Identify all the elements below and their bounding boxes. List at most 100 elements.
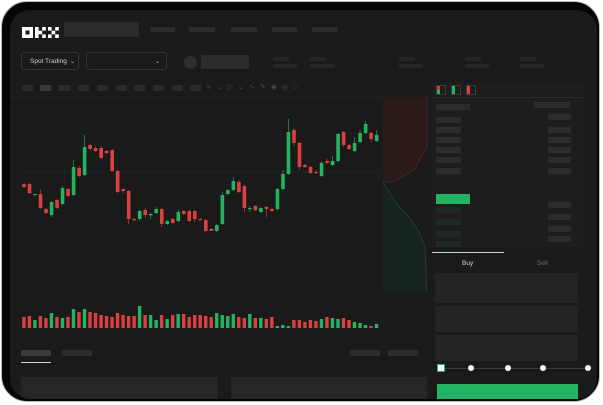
book-row-price[interactable] — [436, 168, 461, 174]
slider-handle[interactable] — [437, 364, 445, 372]
volume-bar — [132, 316, 136, 328]
candle-body — [352, 143, 357, 151]
candle-body — [143, 210, 148, 215]
candle-body — [226, 190, 230, 194]
book-view-bids-icon[interactable] — [451, 85, 461, 95]
candle-body — [231, 181, 236, 190]
candle — [187, 210, 192, 222]
candle-body — [204, 220, 208, 231]
candle-body — [77, 168, 81, 176]
fullscreen-icon[interactable]: □ — [292, 84, 303, 91]
book-row-price[interactable] — [436, 147, 461, 153]
timeframe-button[interactable] — [78, 85, 89, 91]
tab-order-history[interactable] — [62, 350, 92, 356]
candle — [209, 228, 214, 231]
stat-label — [465, 57, 481, 61]
tab-buy[interactable]: Buy — [462, 260, 474, 267]
book-row-price[interactable] — [436, 157, 461, 163]
wave-icon[interactable]: ∿ — [249, 84, 260, 91]
timeframe-button[interactable] — [172, 85, 183, 91]
slider-stop-75[interactable] — [540, 365, 546, 371]
pencil-icon[interactable]: ✎ — [259, 84, 271, 91]
slider-stop-50[interactable] — [505, 365, 511, 371]
amount-input[interactable] — [435, 306, 578, 332]
candle-body — [330, 161, 335, 165]
volume-bar — [154, 320, 158, 328]
search-bar[interactable] — [64, 22, 139, 37]
book-view-both-icon[interactable] — [436, 85, 446, 95]
candle — [341, 131, 346, 147]
stat-value — [310, 64, 335, 68]
book-row-price[interactable] — [436, 231, 461, 237]
volume-bar — [248, 314, 252, 328]
candle-body — [264, 207, 269, 209]
candle-body — [137, 211, 142, 219]
candle — [49, 201, 54, 217]
chart-tools: ∿⌄▷⌄∿✎◉◎□ — [206, 83, 302, 91]
candle — [330, 156, 335, 166]
tab-sell[interactable]: Sell — [537, 260, 548, 267]
nav-item[interactable] — [312, 27, 338, 32]
volume-bar — [204, 316, 208, 328]
book-row-price[interactable] — [436, 219, 461, 225]
timeframe-button[interactable] — [97, 85, 108, 91]
volume-bar — [181, 314, 186, 328]
buy-submit-button[interactable] — [437, 384, 578, 399]
total-input[interactable] — [435, 335, 578, 361]
market-type-dropdown[interactable]: Spot Trading ⌄ — [21, 52, 79, 70]
nav-item[interactable] — [231, 27, 257, 32]
timeframe-button[interactable] — [190, 85, 201, 91]
candle-body — [165, 221, 170, 224]
volume-bar — [297, 320, 302, 328]
timeframe-button[interactable] — [22, 85, 33, 91]
indicator-icon[interactable]: ∿ — [206, 84, 217, 91]
candle-body — [49, 202, 54, 215]
book-row-amount — [548, 214, 571, 220]
order-book — [432, 82, 584, 247]
book-row-price[interactable] — [436, 117, 461, 123]
timeframe-button[interactable] — [116, 85, 127, 91]
candle-body — [270, 209, 274, 211]
candle — [314, 170, 318, 174]
stat-label — [310, 57, 326, 61]
chevron-down-icon[interactable]: ⌄ — [238, 84, 250, 91]
camera-icon[interactable]: ◉ — [270, 84, 282, 91]
slider-stop-25[interactable] — [468, 365, 474, 371]
candle-body — [193, 211, 197, 219]
book-row-price[interactable] — [436, 104, 470, 110]
candle — [220, 192, 225, 225]
settings-icon[interactable]: ◎ — [281, 84, 293, 91]
amount-slider-track[interactable] — [441, 368, 589, 369]
volume-bar — [198, 315, 202, 328]
pair-dropdown[interactable]: ⌄ — [86, 52, 167, 70]
timeframe-button[interactable] — [134, 85, 145, 91]
book-row-price[interactable] — [436, 137, 461, 143]
book-row-price[interactable] — [436, 207, 461, 213]
logo[interactable] — [22, 25, 60, 43]
volume-bar — [143, 315, 147, 328]
chevron-down-icon[interactable]: ⌄ — [216, 84, 228, 91]
timeframe-button[interactable] — [153, 85, 164, 91]
last-price — [436, 194, 470, 204]
candlestick-chart[interactable] — [20, 102, 382, 252]
candle-body — [281, 174, 285, 189]
slider-stop-100[interactable] — [585, 365, 591, 371]
price-input[interactable] — [435, 273, 578, 303]
tab-open-orders[interactable] — [21, 350, 51, 356]
timeframe-button[interactable] — [59, 85, 70, 91]
candle — [82, 135, 87, 176]
nav-item[interactable] — [189, 27, 215, 32]
book-row-price[interactable] — [436, 127, 461, 133]
timeframe-button[interactable] — [40, 85, 51, 91]
book-view-asks-icon[interactable] — [466, 85, 476, 95]
nav-item[interactable] — [150, 27, 175, 32]
filter-button[interactable] — [388, 350, 418, 356]
nav-item[interactable] — [272, 27, 297, 32]
draw-icon[interactable]: ▷ — [227, 84, 239, 91]
filter-button[interactable] — [350, 350, 380, 356]
candle-body — [22, 184, 26, 187]
candle-body — [66, 189, 70, 196]
book-row-price[interactable] — [436, 241, 461, 247]
volume-bar — [55, 317, 59, 328]
